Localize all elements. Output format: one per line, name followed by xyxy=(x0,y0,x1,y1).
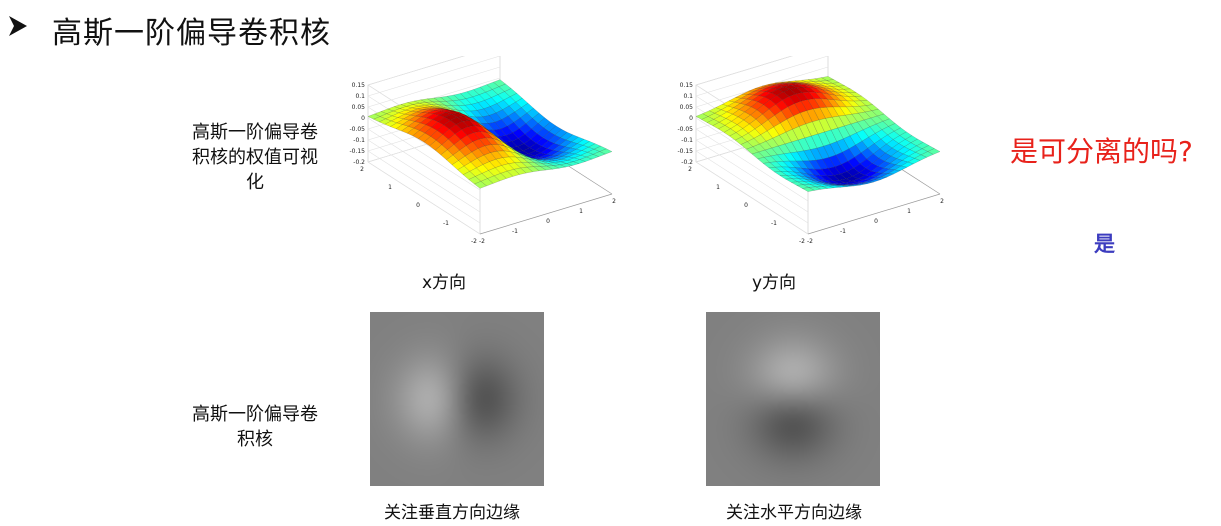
axis-tick-label: 0 xyxy=(416,202,420,209)
axis-line xyxy=(367,56,465,86)
axis-tick-label: -2 xyxy=(471,238,477,245)
z-tick-label: 0 xyxy=(689,115,693,122)
axis-tick-label: 1 xyxy=(907,208,911,215)
kernel-label-line-1: 高斯一阶偏导卷 xyxy=(192,404,318,425)
kernel-image-horizontal-edges xyxy=(706,312,880,486)
z-tick-label: -0.1 xyxy=(681,137,693,144)
surface-patch xyxy=(927,148,941,155)
axis-tick-label: -2 xyxy=(807,238,813,245)
weights-label-line-1: 高斯一阶偏导卷 xyxy=(192,122,318,143)
axis-tick-label: -1 xyxy=(840,228,846,235)
axis-tick-label: 0 xyxy=(744,202,748,209)
grid-line xyxy=(367,77,501,191)
caption-x-direction: x方向 xyxy=(422,273,467,293)
axis-tick-label: 1 xyxy=(388,184,392,191)
z-tick-label: -0.05 xyxy=(677,126,693,133)
triangle-bullet-icon xyxy=(9,16,27,36)
caption-vertical-edges: 关注垂直方向边缘 xyxy=(384,503,520,523)
kernel-image-vertical-edges xyxy=(370,312,544,486)
axis-tick-label: -1 xyxy=(443,220,449,227)
surface-patch xyxy=(599,148,613,155)
axis-line xyxy=(479,193,613,235)
axis-tick-label: -2 xyxy=(479,238,485,245)
axis-tick-label: -1 xyxy=(771,220,777,227)
separable-answer: 是 xyxy=(1094,232,1115,256)
z-tick-label: -0.15 xyxy=(677,148,693,155)
weights-label-line-2: 积核的权值可视 xyxy=(192,147,318,168)
caption-y-direction: y方向 xyxy=(752,273,797,293)
z-tick-label: 0.05 xyxy=(680,104,694,111)
z-tick-label: 0.1 xyxy=(355,93,365,100)
z-tick-label: 0 xyxy=(361,115,365,122)
axis-tick-label: -1 xyxy=(512,228,518,235)
z-tick-label: -0.05 xyxy=(349,126,365,133)
z-tick-label: -0.1 xyxy=(353,137,365,144)
z-tick-label: -0.2 xyxy=(681,159,693,166)
z-tick-label: -0.15 xyxy=(349,148,365,155)
axis-tick-label: 2 xyxy=(360,166,364,173)
slide-title: 高斯一阶偏导卷积核 xyxy=(52,16,331,51)
z-tick-label: 0.05 xyxy=(352,104,366,111)
weights-label-line-3: 化 xyxy=(246,172,264,193)
axis-tick-label: 2 xyxy=(940,198,944,205)
axis-tick-label: 1 xyxy=(579,208,583,215)
axis-tick-label: -2 xyxy=(799,238,805,245)
axis-tick-label: 0 xyxy=(546,218,550,225)
separable-question: 是可分离的吗? xyxy=(1010,135,1193,168)
kernel-label-line-2: 积核 xyxy=(237,429,273,450)
z-tick-label: 0.15 xyxy=(680,82,694,89)
axis-line xyxy=(807,193,941,235)
caption-horizontal-edges: 关注水平方向边缘 xyxy=(726,503,862,523)
axis-tick-label: 0 xyxy=(874,218,878,225)
z-tick-label: -0.2 xyxy=(353,159,365,166)
axis-tick-label: 2 xyxy=(688,166,692,173)
axis-tick-label: 2 xyxy=(612,198,616,205)
axis-tick-label: 1 xyxy=(716,184,720,191)
kernel-image-label: 高斯一阶偏导卷 积核 xyxy=(180,402,330,452)
weights-visualization-label: 高斯一阶偏导卷 积核的权值可视 化 xyxy=(180,120,330,195)
z-tick-label: 0.15 xyxy=(352,82,366,89)
z-tick-label: 0.1 xyxy=(683,93,693,100)
